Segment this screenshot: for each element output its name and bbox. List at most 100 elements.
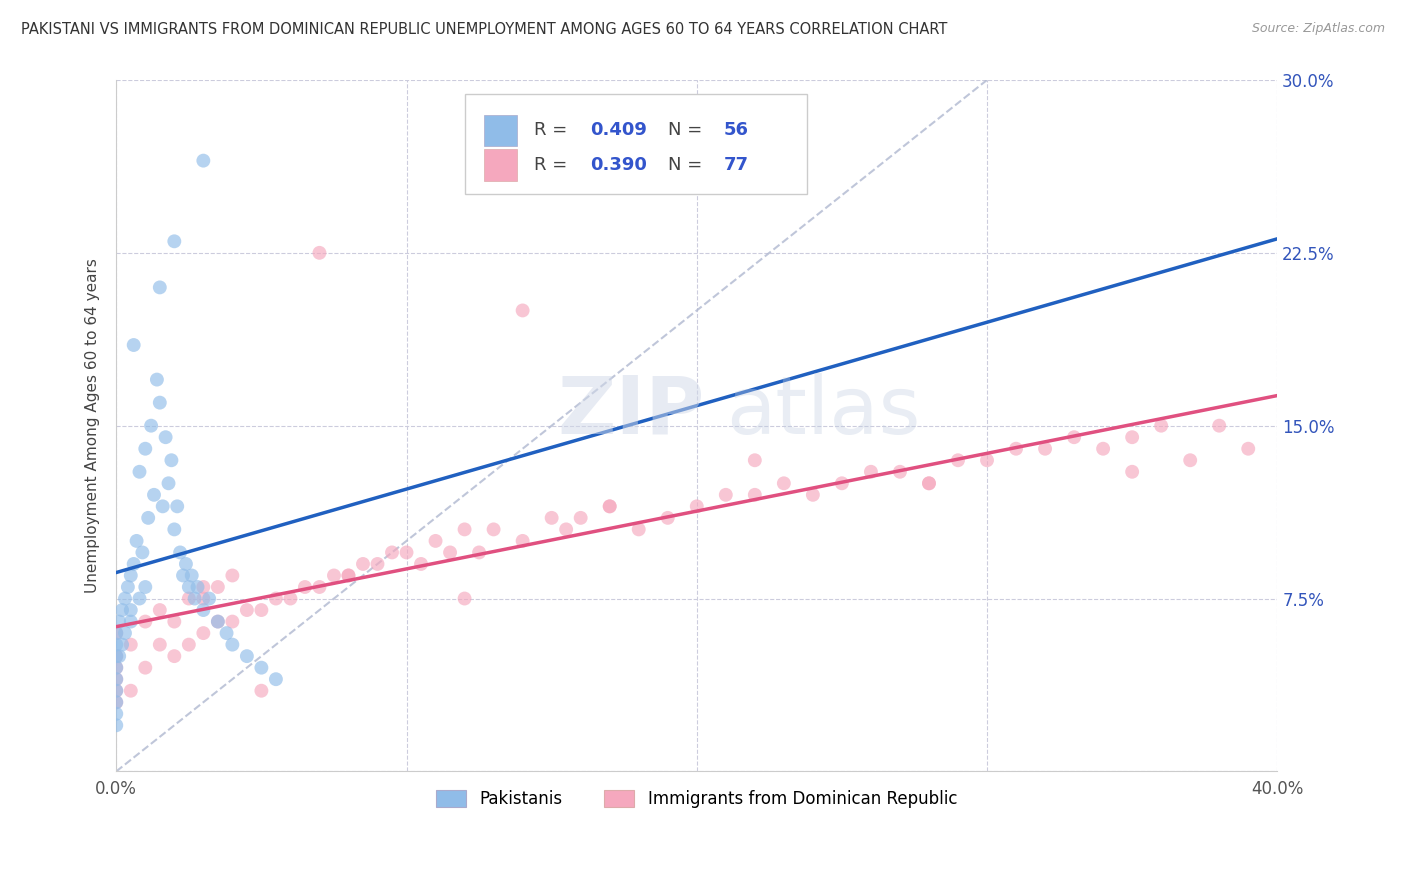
Point — [439, 545, 461, 559]
Point — [105, 638, 128, 652]
Point — [139, 418, 162, 433]
Point — [215, 626, 238, 640]
Point — [105, 649, 128, 664]
Point — [143, 488, 166, 502]
FancyBboxPatch shape — [464, 94, 807, 194]
Point — [555, 522, 578, 536]
Point — [114, 626, 136, 640]
Point — [512, 533, 534, 548]
Point — [193, 603, 215, 617]
Point — [105, 649, 128, 664]
Point — [146, 373, 169, 387]
Point — [134, 615, 156, 629]
Point — [1208, 418, 1230, 433]
Point — [831, 476, 853, 491]
Point — [160, 453, 183, 467]
Point — [105, 706, 128, 721]
Point — [117, 580, 139, 594]
Text: ZIP: ZIP — [557, 373, 704, 450]
Point — [264, 672, 287, 686]
Point — [453, 522, 475, 536]
Point — [744, 488, 766, 502]
Point — [409, 557, 432, 571]
Legend: Pakistanis, Immigrants from Dominican Republic: Pakistanis, Immigrants from Dominican Re… — [430, 783, 965, 815]
Point — [381, 545, 404, 559]
Point — [744, 453, 766, 467]
Point — [207, 615, 229, 629]
FancyBboxPatch shape — [484, 115, 517, 146]
Point — [773, 476, 796, 491]
Point — [177, 580, 200, 594]
Point — [859, 465, 882, 479]
Point — [114, 591, 136, 606]
Point — [128, 465, 150, 479]
Point — [1092, 442, 1115, 456]
Point — [174, 557, 197, 571]
Point — [1033, 442, 1056, 456]
Text: R =: R = — [534, 156, 574, 174]
Point — [250, 603, 273, 617]
Point — [395, 545, 418, 559]
Point — [280, 591, 302, 606]
Point — [105, 695, 128, 709]
Point — [186, 580, 208, 594]
Point — [425, 533, 447, 548]
Point — [453, 591, 475, 606]
Point — [108, 615, 131, 629]
Point — [120, 683, 142, 698]
Point — [308, 580, 330, 594]
Point — [105, 661, 128, 675]
Point — [323, 568, 346, 582]
Point — [1121, 465, 1143, 479]
Point — [149, 395, 172, 409]
Point — [236, 603, 259, 617]
Text: atlas: atlas — [725, 373, 920, 450]
Point — [163, 615, 186, 629]
Point — [193, 591, 215, 606]
Text: Source: ZipAtlas.com: Source: ZipAtlas.com — [1251, 22, 1385, 36]
Text: 56: 56 — [724, 121, 748, 139]
Point — [1121, 430, 1143, 444]
Point — [111, 638, 134, 652]
Point — [512, 303, 534, 318]
Point — [163, 235, 186, 249]
Point — [468, 545, 491, 559]
Point — [337, 568, 360, 582]
Text: N =: N = — [668, 121, 707, 139]
Point — [105, 683, 128, 698]
Point — [105, 626, 128, 640]
Point — [1005, 442, 1028, 456]
Point — [163, 649, 186, 664]
Point — [294, 580, 316, 594]
Point — [105, 661, 128, 675]
Point — [122, 557, 145, 571]
Point — [105, 672, 128, 686]
Point — [134, 442, 156, 456]
Point — [352, 557, 374, 571]
Point — [657, 511, 679, 525]
Point — [122, 338, 145, 352]
Point — [105, 718, 128, 732]
Point — [177, 638, 200, 652]
Point — [207, 580, 229, 594]
Point — [627, 522, 650, 536]
Point — [221, 568, 243, 582]
Point — [149, 603, 172, 617]
Point — [193, 626, 215, 640]
Point — [714, 488, 737, 502]
Text: 0.409: 0.409 — [591, 121, 647, 139]
Point — [308, 245, 330, 260]
Point — [250, 661, 273, 675]
Text: 0.390: 0.390 — [591, 156, 647, 174]
Text: 77: 77 — [724, 156, 748, 174]
Point — [177, 591, 200, 606]
Point — [152, 500, 174, 514]
Point — [366, 557, 388, 571]
Point — [134, 580, 156, 594]
Point — [918, 476, 941, 491]
Point — [108, 649, 131, 664]
Point — [193, 153, 215, 168]
Point — [166, 500, 188, 514]
Point — [976, 453, 998, 467]
Point — [131, 545, 153, 559]
